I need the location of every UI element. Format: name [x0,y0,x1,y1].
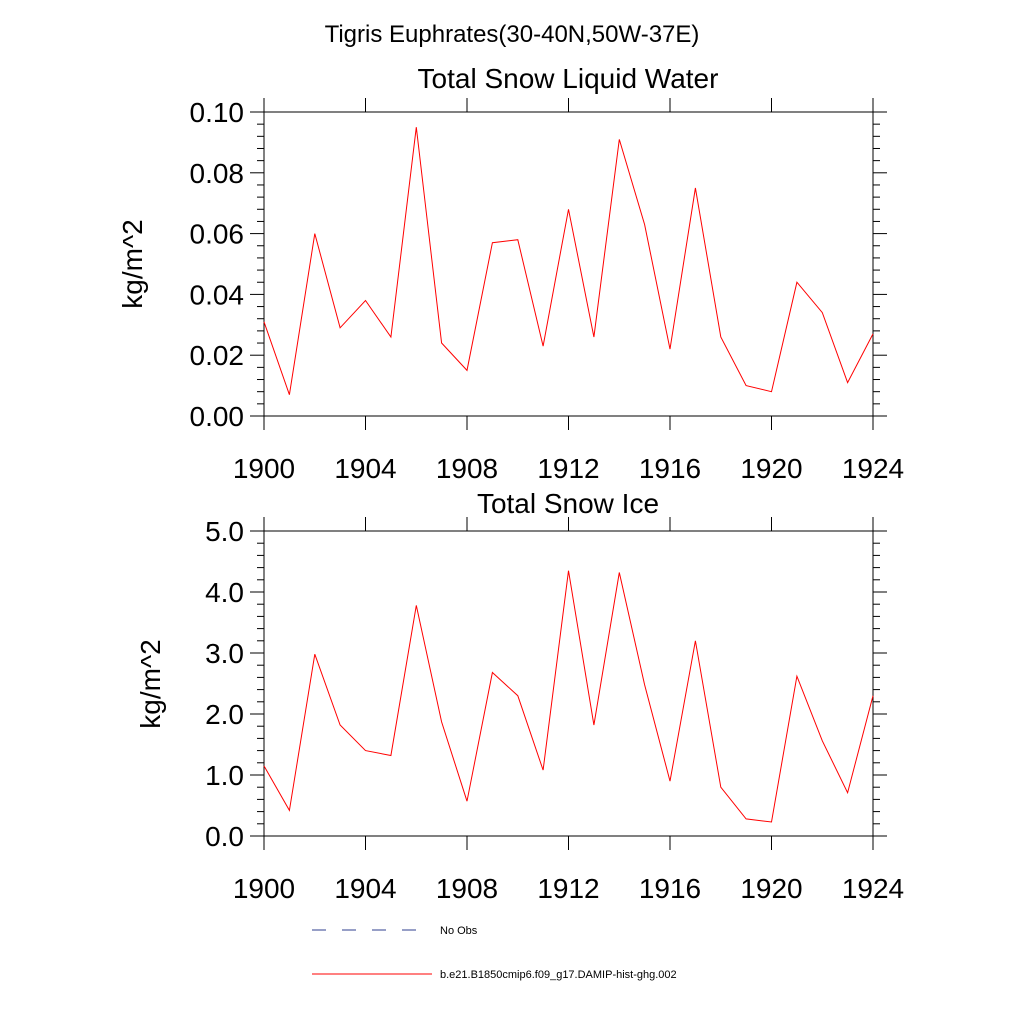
y-tick-label: 3.0 [205,638,244,669]
y-tick-label: 0.0 [205,821,244,852]
x-tick-label: 1904 [334,873,396,904]
y-tick-label: 2.0 [205,699,244,730]
y-axis-label: kg/m^2 [135,639,166,728]
y-tick-label: 0.10 [190,97,245,128]
x-tick-label: 1920 [740,453,802,484]
x-ticks: 1900 1904 1908 1912 1916 1920 1924 [233,98,904,484]
series-line-0 [263,570,874,823]
x-tick-label: 1912 [537,873,599,904]
legend: No Obs b.e21.B1850cmip6.f09_g17.DAMIP-hi… [312,925,677,981]
y-tick-label: 0.04 [190,279,245,310]
x-tick-label: 1916 [639,453,701,484]
x-tick-label: 1908 [436,453,498,484]
x-tick-label: 1920 [740,873,802,904]
chart-panel-snow-liquid-water: Total Snow Liquid Water kg/m^2 0.000.020… [117,63,904,484]
series-group [263,127,874,395]
x-tick-label: 1900 [233,453,295,484]
y-tick-label: 0.02 [190,340,245,371]
y-tick-label: 0.06 [190,219,245,250]
series-line-0 [263,127,874,395]
x-tick-label: 1912 [537,453,599,484]
y-tick-label: 4.0 [205,577,244,608]
series-group [263,570,874,823]
y-tick-label: 5.0 [205,516,244,547]
x-tick-label: 1924 [842,873,904,904]
chart-panel-snow-ice: Total Snow Ice kg/m^2 0.0 1.0 2.0 3.0 4.0 5.0… [135,488,904,904]
x-tick-label: 1908 [436,873,498,904]
x-tick-label: 1904 [334,453,396,484]
y-tick-label: 0.08 [190,158,245,189]
x-tick-label: 1916 [639,873,701,904]
y-tick-label: 1.0 [205,760,244,791]
legend-obs-label: No Obs [440,925,478,937]
y-ticks: 0.0 1.0 2.0 3.0 4.0 5.0 [205,516,887,852]
chart-title: Total Snow Ice [477,488,659,519]
plot-frame [263,111,874,417]
y-axis-label: kg/m^2 [117,219,148,308]
x-tick-label: 1924 [842,453,904,484]
y-ticks: 0.00 0.02 0.04 0.06 0.08 0.10 [190,97,887,432]
plot-frame [263,530,874,837]
chart-title: Total Snow Liquid Water [418,63,719,94]
x-ticks: 1900 1904 1908 1912 1916 1920 1924 [233,517,904,904]
x-tick-label: 1900 [233,873,295,904]
y-tick-label: 0.00 [190,401,245,432]
figure-title: Tigris Euphrates(30-40N,50W-37E) [325,21,700,48]
legend-model-label: b.e21.B1850cmip6.f09_g17.DAMIP-hist-ghg.… [440,969,677,981]
